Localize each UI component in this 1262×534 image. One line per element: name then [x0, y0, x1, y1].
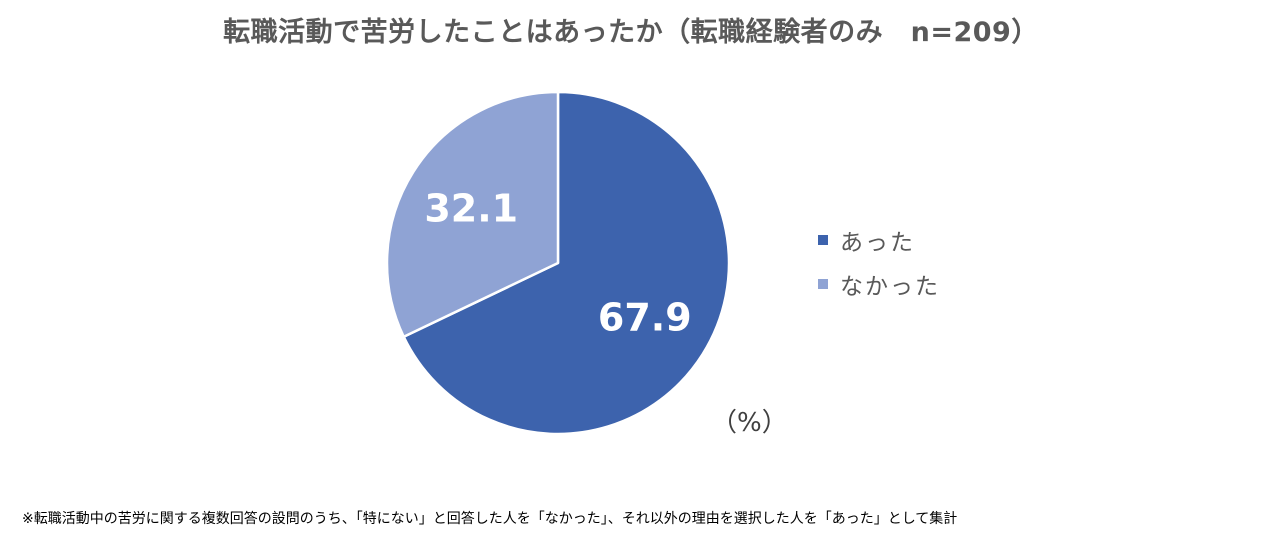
- pie-slices: [385, 90, 731, 436]
- pie-slice-nakatta: [385, 90, 560, 339]
- legend-swatch-nakatta: [818, 279, 828, 289]
- legend-swatch-atta: [818, 235, 828, 245]
- footnote: ※転職活動中の苦労に関する複数回答の設問のうち、「特にない」と回答した人を「なか…: [22, 511, 958, 527]
- pie-label-nakatta: 32.1: [424, 186, 518, 230]
- pie-labels: 67.9 32.1: [424, 186, 691, 339]
- chart-title: 転職活動で苦労したことはあったか（転職経験者のみ n=209）: [223, 17, 1039, 48]
- legend-label-nakatta: なかった: [840, 274, 940, 300]
- pie-label-atta: 67.9: [598, 296, 692, 340]
- legend-item-atta: あった: [818, 218, 940, 262]
- legend-item-nakatta: なかった: [818, 262, 940, 306]
- unit-label: （%）: [711, 408, 788, 438]
- legend: あった なかった: [818, 218, 940, 306]
- legend-label-atta: あった: [840, 230, 915, 256]
- pie-slice-atta: [402, 90, 731, 436]
